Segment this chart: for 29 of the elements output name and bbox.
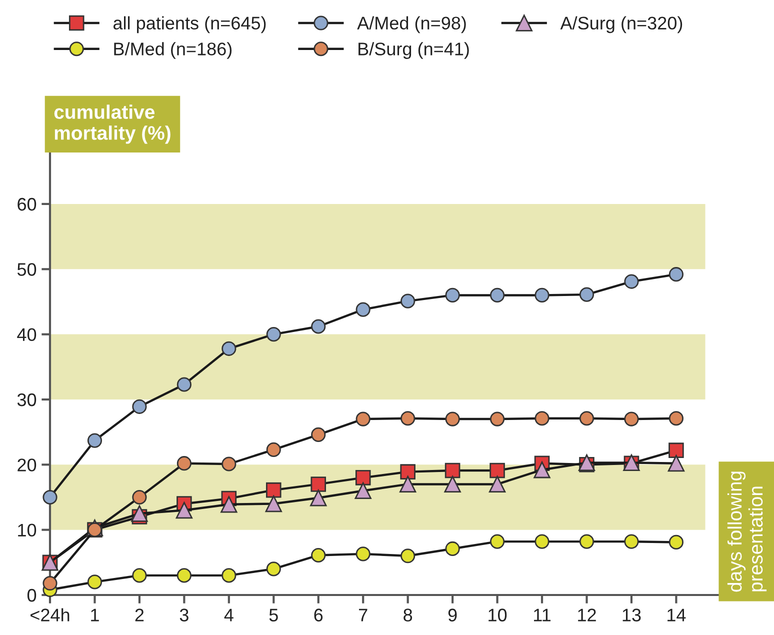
x-tick-label: 10	[488, 608, 507, 622]
x-tick-label: 8	[404, 608, 412, 622]
legend-label: B/Surg (n=41)	[358, 42, 469, 59]
y-tick-label: 50	[17, 263, 36, 276]
x-tick-label: 4	[224, 608, 234, 622]
x-tick-label: 7	[359, 608, 368, 622]
y-tick-label: 30	[17, 393, 36, 406]
x-tick-label: 1	[91, 608, 99, 622]
y-tick-label: 20	[18, 458, 36, 472]
x-tick-label: 14	[668, 608, 686, 622]
legend-label: all patients (n=645)	[113, 16, 266, 34]
x-tick-label: 11	[534, 608, 551, 622]
text: days following presentation	[727, 472, 767, 592]
x-tick-label: 13	[622, 608, 641, 622]
y-tick-label: 40	[17, 328, 36, 342]
legend-label: A/Med (n=98)	[357, 16, 466, 34]
x-tick-label: 2	[135, 608, 144, 622]
x-tick-label: 9	[448, 608, 457, 622]
y-tick-label: 10	[18, 524, 36, 537]
x-tick-label: 3	[180, 608, 188, 622]
x-tick-label: 5	[269, 608, 278, 622]
y-axis-title: cumulative mortality (%)	[54, 104, 170, 144]
y-tick-label: 60	[18, 198, 36, 211]
x-tick-label: <24h	[30, 608, 70, 622]
legend-label: B/Med (n=186)	[114, 42, 232, 59]
x-tick-label: 6	[314, 608, 323, 622]
x-tick-label: 12	[578, 608, 596, 622]
y-tick-label: 0	[27, 588, 36, 602]
legend-label: A/Surg (n=320)	[560, 16, 682, 34]
